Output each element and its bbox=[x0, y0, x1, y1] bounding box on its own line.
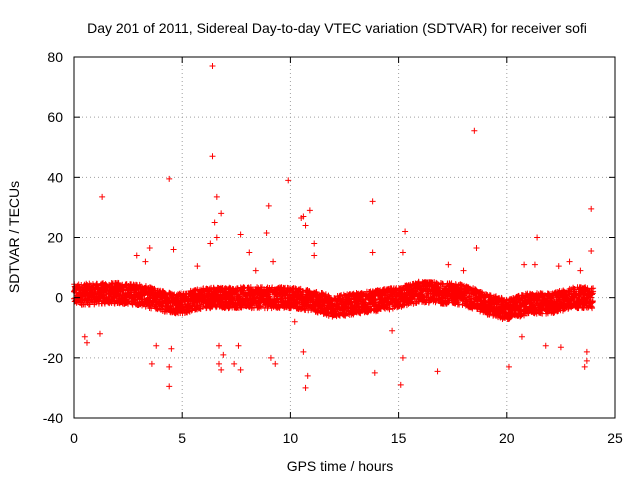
data-point bbox=[389, 327, 396, 334]
data-point bbox=[83, 339, 90, 346]
data-point bbox=[399, 249, 406, 256]
x-tick-label: 20 bbox=[499, 430, 515, 446]
data-point bbox=[211, 219, 218, 226]
data-point bbox=[557, 344, 564, 351]
grid bbox=[74, 57, 615, 418]
data-point bbox=[555, 263, 562, 270]
data-point bbox=[397, 381, 404, 388]
data-point bbox=[153, 342, 160, 349]
data-point bbox=[96, 330, 103, 337]
data-point bbox=[265, 202, 272, 209]
data-point bbox=[302, 222, 309, 229]
data-point bbox=[471, 127, 478, 134]
data-point bbox=[270, 258, 277, 265]
data-point bbox=[371, 369, 378, 376]
data-point bbox=[581, 363, 588, 370]
data-point bbox=[209, 63, 216, 70]
data-point bbox=[291, 318, 298, 325]
data-point bbox=[285, 177, 292, 184]
data-point bbox=[534, 234, 541, 241]
x-axis-label: GPS time / hours bbox=[287, 458, 394, 474]
data-point bbox=[213, 234, 220, 241]
y-tick-label: 80 bbox=[47, 49, 63, 65]
y-tick-labels: -40 -20 0 20 40 60 80 bbox=[43, 49, 63, 426]
data-point bbox=[267, 354, 274, 361]
data-point bbox=[231, 360, 238, 367]
data-point bbox=[402, 228, 409, 235]
y-tick-label: -20 bbox=[43, 350, 63, 366]
data-point bbox=[304, 372, 311, 379]
plot-frame bbox=[73, 56, 616, 419]
data-point bbox=[235, 342, 242, 349]
data-point bbox=[215, 360, 222, 367]
y-tick-label: 60 bbox=[47, 109, 63, 125]
data-point bbox=[207, 240, 214, 247]
data-point bbox=[306, 207, 313, 214]
data-point bbox=[166, 363, 173, 370]
data-point bbox=[505, 363, 512, 370]
data-point bbox=[237, 231, 244, 238]
chart-title: Day 201 of 2011, Sidereal Day-to-day VTE… bbox=[87, 20, 587, 36]
data-point bbox=[237, 366, 244, 373]
data-point bbox=[148, 360, 155, 367]
data-point bbox=[518, 333, 525, 340]
data-point bbox=[542, 342, 549, 349]
y-axis-label: SDTVAR / TECUs bbox=[6, 181, 22, 293]
data-point bbox=[302, 384, 309, 391]
x-tick-label: 25 bbox=[607, 430, 623, 446]
data-point bbox=[300, 348, 307, 355]
data-point bbox=[272, 360, 279, 367]
x-tick-labels: 0 5 10 15 20 25 bbox=[70, 430, 623, 446]
data-point bbox=[588, 205, 595, 212]
data-point bbox=[166, 175, 173, 182]
data-point bbox=[170, 246, 177, 253]
data-point bbox=[215, 342, 222, 349]
data-points bbox=[71, 63, 597, 391]
data-point bbox=[263, 229, 270, 236]
data-point bbox=[521, 261, 528, 268]
x-tick-label: 0 bbox=[70, 430, 78, 446]
data-point bbox=[311, 252, 318, 259]
data-point bbox=[81, 333, 88, 340]
data-point bbox=[218, 210, 225, 217]
y-tick-label: -40 bbox=[43, 410, 63, 426]
data-point bbox=[577, 267, 584, 274]
x-tick-label: 5 bbox=[178, 430, 186, 446]
y-tick-label: 40 bbox=[47, 169, 63, 185]
data-point bbox=[588, 248, 595, 255]
data-point bbox=[369, 249, 376, 256]
data-point bbox=[168, 345, 175, 352]
data-point bbox=[583, 348, 590, 355]
x-tick-label: 15 bbox=[391, 430, 407, 446]
data-point bbox=[194, 263, 201, 270]
data-point bbox=[99, 193, 106, 200]
data-point bbox=[166, 383, 173, 390]
data-point bbox=[445, 261, 452, 268]
data-point bbox=[252, 267, 259, 274]
data-point bbox=[213, 193, 220, 200]
data-point bbox=[369, 198, 376, 205]
data-point bbox=[434, 368, 441, 375]
data-point bbox=[460, 267, 467, 274]
data-point bbox=[218, 366, 225, 373]
data-point bbox=[311, 240, 318, 247]
data-point bbox=[209, 153, 216, 160]
y-tick-label: 0 bbox=[55, 290, 63, 306]
data-point bbox=[133, 252, 140, 259]
data-point bbox=[146, 245, 153, 252]
data-point bbox=[583, 357, 590, 364]
data-point bbox=[399, 354, 406, 361]
data-point bbox=[220, 351, 227, 358]
data-point bbox=[142, 258, 149, 265]
axis-ticks bbox=[73, 56, 616, 419]
data-point bbox=[473, 245, 480, 252]
data-point bbox=[298, 214, 305, 221]
data-point bbox=[531, 261, 538, 268]
data-point bbox=[566, 258, 573, 265]
data-band bbox=[71, 278, 597, 323]
x-tick-label: 10 bbox=[283, 430, 299, 446]
y-tick-label: 20 bbox=[47, 230, 63, 246]
data-point bbox=[246, 249, 253, 256]
